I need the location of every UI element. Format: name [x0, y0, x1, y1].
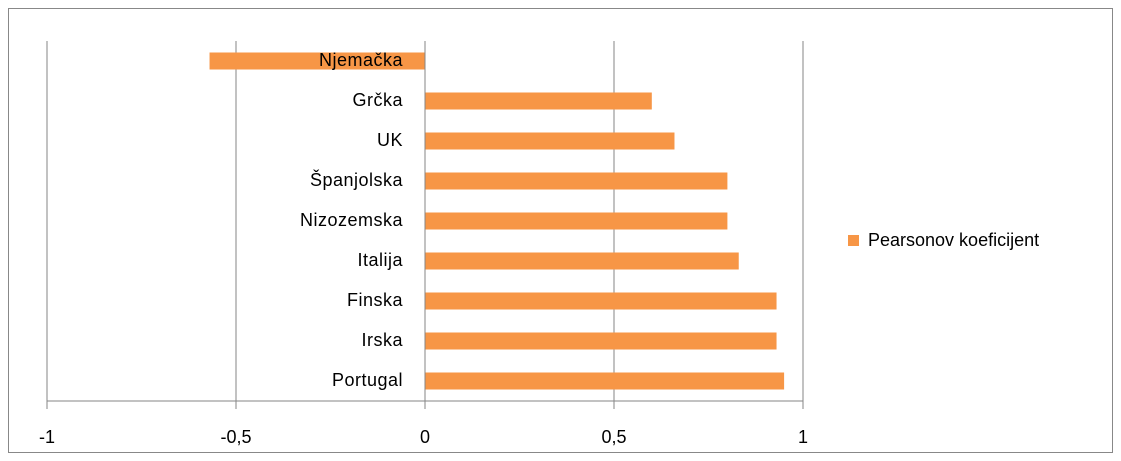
y-tick-label: Njemačka	[319, 50, 404, 70]
x-tick-label: 0,5	[601, 427, 626, 447]
y-tick-label: Grčka	[352, 90, 403, 110]
x-tick-label: -1	[39, 427, 55, 447]
bar	[425, 172, 728, 190]
bar	[425, 292, 777, 310]
bar	[425, 212, 728, 230]
legend-label: Pearsonov koeficijent	[868, 230, 1039, 250]
y-tick-label: Irska	[361, 330, 403, 350]
bar	[425, 132, 675, 150]
x-tick-label: 0	[420, 427, 430, 447]
x-tick-label: 1	[798, 427, 808, 447]
y-tick-label: UK	[377, 130, 403, 150]
bar	[425, 252, 739, 270]
y-tick-label: Italija	[357, 250, 403, 270]
bar	[425, 332, 777, 350]
y-tick-label: Finska	[347, 290, 404, 310]
bar	[425, 92, 652, 110]
bar	[209, 52, 425, 70]
bar	[425, 372, 785, 390]
y-tick-label: Španjolska	[310, 169, 404, 190]
y-tick-label: Portugal	[332, 370, 403, 390]
x-tick-label: -0,5	[220, 427, 251, 447]
y-tick-label: Nizozemska	[300, 210, 404, 230]
legend-swatch	[848, 235, 859, 246]
